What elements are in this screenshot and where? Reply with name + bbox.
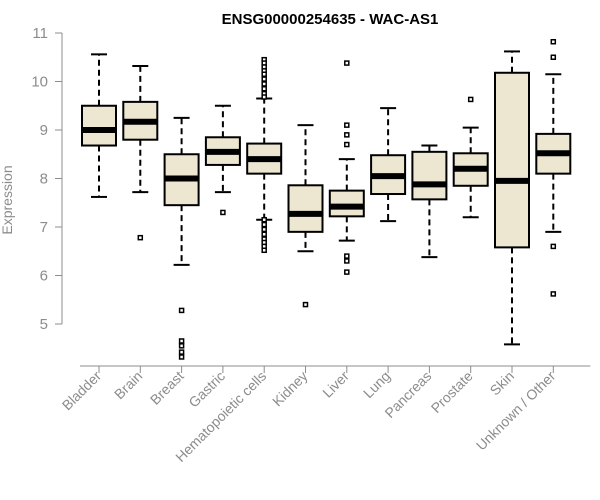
outlier-point: [220, 209, 226, 216]
outlier-point: [344, 253, 350, 259]
box-group-pancreas: [411, 144, 448, 259]
y-tick-label: 6: [40, 268, 48, 285]
box-group-kidney: [287, 124, 324, 308]
outlier-point: [344, 122, 350, 128]
box-group-skin: [494, 50, 530, 346]
box-group-prostate: [452, 96, 489, 219]
x-tick-label: Prostate: [428, 368, 476, 416]
box-iqr: [411, 150, 448, 201]
y-tick-label: 7: [40, 219, 48, 236]
outlier-point: [550, 38, 557, 45]
plot-area: [81, 38, 572, 360]
outlier-point: [550, 243, 557, 250]
outlier-point: [178, 354, 185, 360]
box-group-gastric: [204, 104, 241, 216]
outlier-point: [344, 132, 350, 138]
outlier-point: [178, 307, 185, 314]
box-group-brain: [122, 64, 159, 241]
box-group-lung: [370, 107, 407, 223]
outlier-point: [344, 258, 350, 264]
y-tick-label: 5: [40, 316, 48, 333]
box-iqr: [81, 104, 117, 147]
box-group-unknown-other: [535, 38, 572, 297]
outlier-point: [261, 81, 267, 87]
y-tick-label: 9: [40, 122, 48, 139]
outlier-point: [261, 216, 267, 223]
outlier-point: [261, 86, 267, 92]
outlier-point: [344, 141, 350, 148]
outlier-point: [261, 226, 267, 233]
box-group-hematopoietic-cells: [246, 56, 283, 254]
box-group-bladder: [81, 53, 117, 198]
outlier-point: [344, 269, 350, 275]
outlier-point: [344, 60, 350, 66]
outlier-point: [467, 96, 474, 103]
outlier-point: [178, 343, 185, 349]
outlier-point: [261, 94, 267, 100]
outlier-point: [178, 349, 185, 355]
outlier-point: [137, 234, 144, 241]
x-tick-label: Breast: [147, 368, 187, 408]
box-group-breast: [163, 116, 200, 360]
outlier-point: [550, 291, 557, 297]
x-tick-label: Kidney: [269, 368, 311, 410]
y-tick-label: 11: [32, 25, 48, 42]
y-axis: 5 6 7 8 9 10 11: [31, 25, 63, 333]
outlier-point: [261, 71, 267, 77]
chart-title: ENSG00000254635 - WAC-AS1: [222, 11, 439, 28]
outlier-point: [261, 76, 267, 82]
box-group-liver: [328, 60, 365, 275]
outlier-point: [261, 231, 267, 238]
x-tick-label: Skin: [487, 368, 518, 399]
box-iqr: [287, 184, 324, 233]
x-tick-label: Bladder: [59, 368, 105, 414]
y-tick-label: 10: [31, 74, 48, 91]
outlier-point: [302, 301, 309, 308]
outlier-point: [261, 247, 267, 254]
box-iqr: [494, 71, 530, 249]
box-iqr: [328, 189, 365, 218]
outlier-point: [261, 221, 267, 228]
y-tick-label: 8: [40, 171, 48, 188]
outlier-point: [178, 338, 185, 344]
y-axis-label: Expression: [0, 165, 15, 234]
outlier-point: [550, 54, 557, 60]
